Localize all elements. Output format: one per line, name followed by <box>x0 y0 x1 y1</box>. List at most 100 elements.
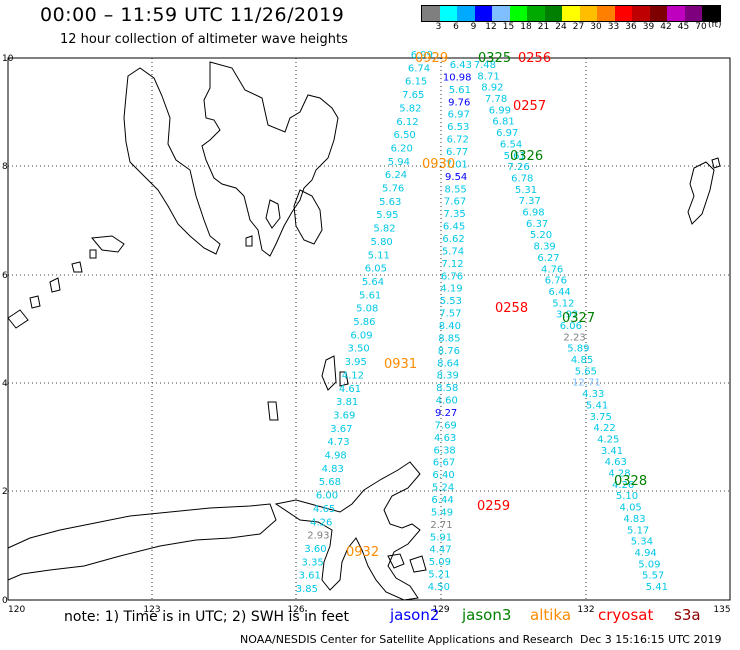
swh-value: 4.63 <box>605 457 627 468</box>
swh-value: 6.97 <box>448 110 470 121</box>
swh-value: 6.09 <box>350 330 372 341</box>
swh-value: 8.64 <box>437 358 459 369</box>
swh-value: 7.35 <box>443 209 465 220</box>
pass-label: 0930 <box>422 157 455 172</box>
swh-value: 6.62 <box>442 234 464 245</box>
swh-value: 7.48 <box>474 60 496 71</box>
swh-value: 4.05 <box>620 503 642 514</box>
swh-value: 7.12 <box>441 259 463 270</box>
swh-value: 5.86 <box>353 317 375 328</box>
colorbar-label: 21 <box>537 22 550 32</box>
swh-value: 8.58 <box>436 383 458 394</box>
swh-value: 5.91 <box>430 532 452 543</box>
swh-value: 5.34 <box>631 537 653 548</box>
pass-label: 0932 <box>346 545 379 560</box>
swh-value: 3.81 <box>336 397 358 408</box>
y-tick-label: 4 <box>2 379 8 389</box>
swh-value: 5.57 <box>642 571 664 582</box>
swh-value: 5.68 <box>319 477 341 488</box>
swh-value: 8.85 <box>438 333 460 344</box>
swh-value: 6.67 <box>433 458 455 469</box>
pass-label: 0929 <box>415 51 448 66</box>
swh-value: 5.61 <box>449 85 471 96</box>
colorbar-label: 24 <box>555 22 567 32</box>
graticule <box>8 58 730 600</box>
y-tick-label: 10 <box>2 54 14 64</box>
pass-label: 0258 <box>495 301 528 316</box>
swh-value: 6.05 <box>365 264 387 275</box>
swh-value: 6.53 <box>447 122 469 133</box>
colorbar-label: 70 <box>695 22 707 32</box>
swh-value: 2.23 <box>563 332 585 343</box>
swh-value: 9.54 <box>445 172 467 183</box>
swh-value: 5.80 <box>371 237 393 248</box>
y-tick-label: 8 <box>2 162 8 172</box>
pass-label: 0257 <box>513 99 546 114</box>
swh-value: 6.20 <box>391 143 413 154</box>
swh-value: 5.17 <box>627 525 649 536</box>
swh-value: 6.78 <box>511 174 533 185</box>
swh-value: 6.77 <box>446 147 468 158</box>
swh-value: 3.69 <box>333 411 355 422</box>
colorbar-label: 42 <box>660 22 672 32</box>
wave-height-tracks: 6.99 6.74 6.15 7.65 5.82 6.12 6.50 6.20 5.94 6.24… <box>296 50 668 595</box>
pass-label: 0256 <box>518 51 551 66</box>
x-axis-labels: 120 123 126 129 132 135 <box>8 605 731 615</box>
coastlines <box>7 61 721 601</box>
colorbar-swatch <box>457 6 475 21</box>
swh-value: 4.33 <box>582 389 604 400</box>
colorbar-swatch <box>439 6 457 21</box>
colorbar-swatch <box>702 6 720 21</box>
swh-value: 5.49 <box>431 507 453 518</box>
swh-value: 8.39 <box>534 242 556 253</box>
y-tick-label: 0 <box>2 596 8 606</box>
satellite-legend-item: s3a <box>674 606 701 624</box>
colorbar-label: 18 <box>520 22 532 32</box>
swh-value: 6.06 <box>560 321 582 332</box>
pass-label: 0325 <box>478 51 511 66</box>
colorbar-swatch <box>492 6 510 21</box>
swh-value: 6.37 <box>526 219 548 230</box>
swh-value: 3.95 <box>345 357 367 368</box>
swh-value: 5.12 <box>552 298 574 309</box>
swh-value: 3.75 <box>590 412 612 423</box>
colorbar-unit: (ft) <box>708 20 722 30</box>
y-axis-labels: 0 2 4 6 8 10 <box>2 54 14 606</box>
colorbar-label: 6 <box>453 22 459 32</box>
swh-value: 5.31 <box>515 185 537 196</box>
swh-value: 5.24 <box>432 483 454 494</box>
colorbar-label: 45 <box>677 22 690 32</box>
swh-value: 6.40 <box>432 470 454 481</box>
swh-value: 4.47 <box>429 545 451 556</box>
y-tick-label: 2 <box>2 487 8 497</box>
swh-value: 3.85 <box>296 584 318 595</box>
swh-value: 4.73 <box>327 437 349 448</box>
colorbar-swatch <box>544 6 562 21</box>
swh-value: 5.82 <box>399 103 421 114</box>
swh-value: 5.95 <box>376 210 398 221</box>
swh-value: 7.69 <box>435 420 457 431</box>
colorbar-swatch <box>614 6 632 21</box>
swh-value: 3.41 <box>601 446 623 457</box>
colorbar-label: 39 <box>642 22 655 32</box>
swh-value: 3.67 <box>330 424 352 435</box>
x-tick-label: 129 <box>432 605 449 615</box>
swh-value: 4.65 <box>313 504 335 515</box>
colorbar-swatch <box>667 6 685 21</box>
swh-value: 6.99 <box>489 105 511 116</box>
x-tick-label: 120 <box>8 605 25 615</box>
swh-value: 4.50 <box>428 582 450 593</box>
swh-value: 5.82 <box>373 224 395 235</box>
swh-value: 5.63 <box>379 197 401 208</box>
colorbar-swatch <box>422 6 440 21</box>
x-tick-label: 132 <box>577 605 594 615</box>
swh-value: 8.76 <box>438 346 460 357</box>
colorbar-label: 12 <box>485 22 497 32</box>
colorbar <box>421 5 721 22</box>
swh-value: 6.72 <box>447 135 469 146</box>
colorbar-label: 27 <box>572 22 585 32</box>
swh-value: 3.35 <box>302 557 324 568</box>
swh-value: 5.08 <box>356 304 378 315</box>
swh-value: 7.65 <box>402 90 424 101</box>
